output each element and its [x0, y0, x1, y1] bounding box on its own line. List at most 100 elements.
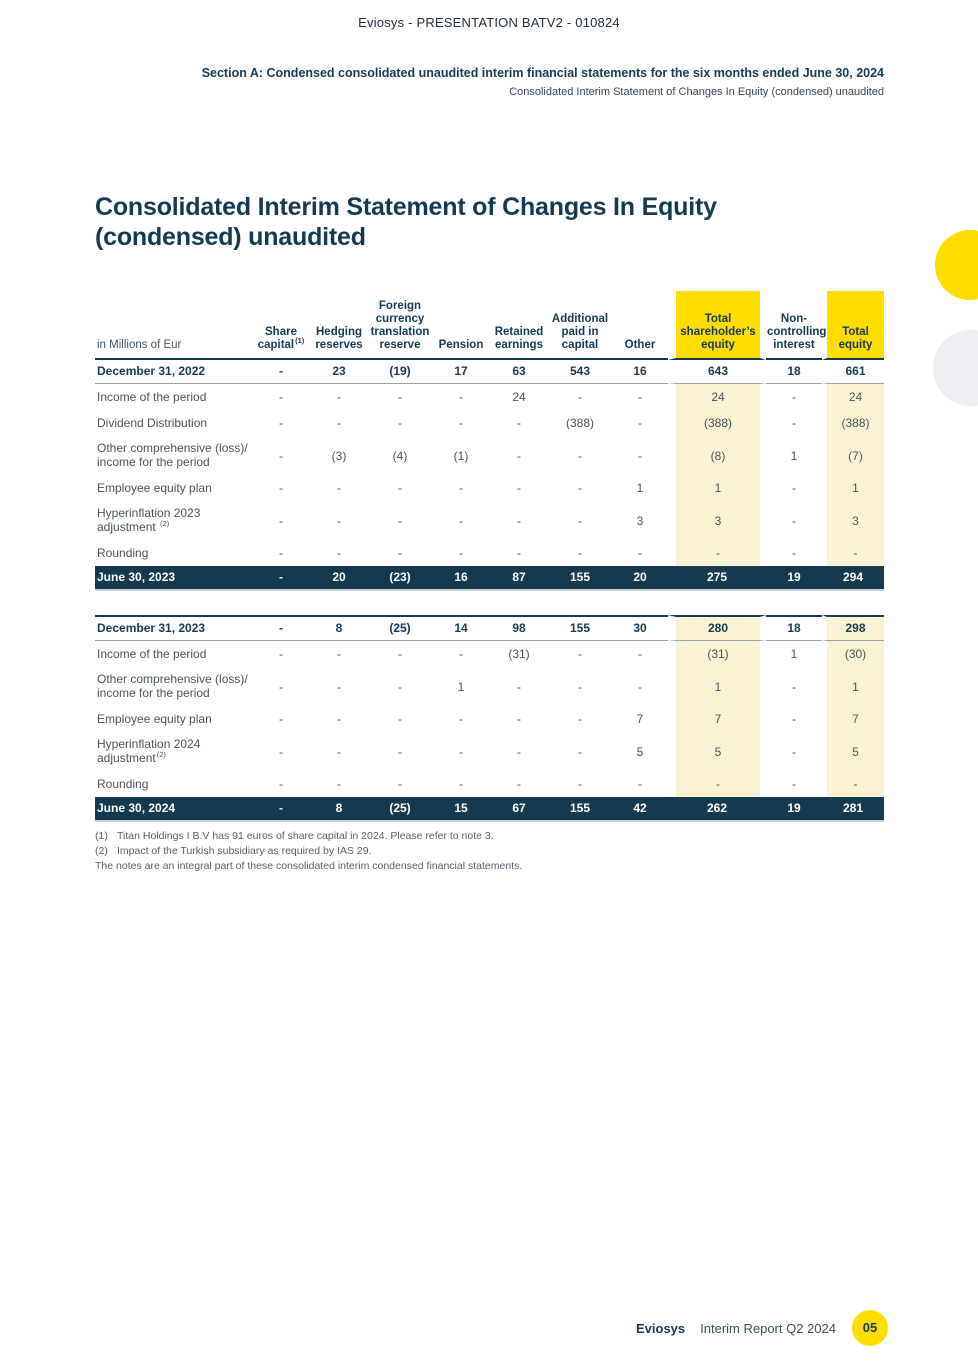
table-cell: 18 — [766, 360, 822, 384]
table-cell: 1 — [790, 647, 798, 661]
row-label-line: adjustment(2) — [97, 749, 166, 765]
column-header-line: Share — [265, 326, 297, 338]
table-cell: - — [517, 712, 521, 726]
table-cell: - — [638, 390, 642, 404]
table-cell: - — [337, 416, 341, 430]
table-cell: - — [792, 481, 796, 495]
table-cell: (3) — [331, 448, 347, 463]
table-cell: - — [398, 513, 402, 528]
row-label: Employee equity plan — [97, 481, 212, 495]
table-cell: 24 — [512, 390, 526, 404]
column-header: Non-controlling interest — [766, 291, 827, 360]
table-cell: - — [578, 546, 582, 560]
table-cell: (30) — [822, 641, 884, 667]
opening-balance-row: December 31, 2023-8 (25) 14 98 155 30 280 18 298 — [95, 615, 884, 641]
table-cell: - — [792, 679, 796, 694]
table-cell: - — [822, 771, 884, 797]
table-cell: - — [337, 679, 341, 694]
table-cell: 20 — [612, 566, 668, 591]
table-cell: 1 — [668, 667, 766, 706]
footnote-reference: (2) — [156, 749, 166, 759]
table-cell: - — [638, 448, 642, 463]
table-cell: - — [398, 679, 402, 694]
table-cell: - — [398, 416, 402, 430]
table-cell: 16 — [432, 566, 490, 591]
table-cell: 19 — [766, 566, 822, 591]
table-cell: - — [792, 546, 796, 560]
table-cell: 16 — [612, 360, 668, 384]
equity-table-2023: in Millions of Eur Share capital(1) Hedging… — [95, 291, 884, 591]
table-cell: - — [578, 647, 582, 661]
row-label-line: Other comprehensive (loss)/ — [97, 441, 248, 455]
table-cell: - — [638, 416, 642, 430]
table-cell: - — [279, 777, 283, 791]
table-cell: 24 — [822, 384, 884, 410]
table-cell: - — [822, 540, 884, 566]
column-header-line: earnings — [495, 339, 543, 351]
table-cell: (31) — [508, 647, 530, 661]
page-title: Consolidated Interim Statement of Change… — [95, 192, 815, 252]
table-cell: 63 — [490, 360, 548, 384]
table-cell: 543 — [548, 360, 612, 384]
table-cell: - — [638, 647, 642, 661]
column-header: Share capital(1) — [252, 291, 310, 360]
table-cell: 1 — [822, 475, 884, 501]
row-label-line: income for the period — [97, 685, 210, 700]
page-title-line2: (condensed) unaudited — [95, 223, 366, 251]
footnotes: (1) Titan Holdings I B.V has 91 euros of… — [95, 829, 884, 874]
row-label: Rounding — [97, 777, 149, 791]
column-header: Other — [612, 291, 668, 360]
table-row: Employee equity plan - - - - - - 1 1 - 1 — [95, 475, 884, 501]
table-cell: - — [668, 540, 766, 566]
column-header-line: equity — [701, 339, 735, 351]
column-header: Hedging reserves — [310, 291, 368, 360]
table-cell: - — [638, 546, 642, 560]
column-header-line: paid in — [561, 326, 599, 338]
row-label: Other comprehensive (loss)/income for th… — [95, 436, 252, 475]
table-cell: - — [252, 360, 310, 384]
table-cell: - — [398, 712, 402, 726]
column-header-line: controlling — [767, 326, 827, 338]
unit-label: in Millions of Eur — [95, 291, 252, 360]
table-cell: 280 — [668, 615, 766, 641]
closing-total-row: June 30, 2023-20 (23) 16 87 155 20 275 19 294 — [95, 566, 884, 591]
table-cell: 8 — [310, 797, 368, 822]
table-cell: 23 — [310, 360, 368, 384]
row-label: Dividend Distribution — [97, 416, 208, 430]
table-row: Hyperinflation 2023 adjustment (2) - - - - - - 3… — [95, 501, 884, 540]
column-header-line: Total — [842, 326, 869, 338]
footnote-marker: (1) — [95, 830, 108, 842]
table-cell: - — [279, 546, 283, 560]
column-header: Total equity — [822, 291, 884, 360]
table-cell: - — [578, 448, 582, 463]
table-cell: - — [337, 513, 341, 528]
table-cell: - — [337, 390, 341, 404]
table-cell: 7 — [668, 706, 766, 732]
row-label: Hyperinflation 2024 adjustment(2) — [95, 732, 252, 771]
notes-statement: The notes are an integral part of these … — [95, 860, 523, 872]
table-cell: (25) — [368, 615, 432, 641]
table-cell: - — [638, 679, 642, 694]
table-cell: 1 — [457, 679, 465, 694]
table-cell: 67 — [490, 797, 548, 822]
table-cell: 1 — [668, 475, 766, 501]
table-row: Other comprehensive (loss)/income for th… — [95, 436, 884, 475]
table-cell: - — [668, 771, 766, 797]
footnote-reference: (1) — [295, 336, 305, 346]
column-header-line: equity — [838, 339, 873, 351]
footer-brand: Eviosys — [635, 1320, 686, 1336]
column-header-line: reserves — [315, 339, 363, 351]
table-cell: 5 — [668, 732, 766, 771]
table-cell: 643 — [668, 360, 766, 384]
footnote: (2) Impact of the Turkish subsidiary as … — [95, 844, 884, 859]
table-cell: - — [337, 777, 341, 791]
row-label: December 31, 2022 — [95, 360, 252, 384]
table-cell: 155 — [548, 797, 612, 822]
column-header: Total shareholder’s equity — [668, 291, 766, 360]
table-row: Dividend Distribution - - - - - (388) - (388) - (3… — [95, 410, 884, 436]
table-cell: - — [398, 546, 402, 560]
table-cell: 8 — [310, 615, 368, 641]
table-cell: - — [252, 797, 310, 822]
table-cell: - — [398, 777, 402, 791]
